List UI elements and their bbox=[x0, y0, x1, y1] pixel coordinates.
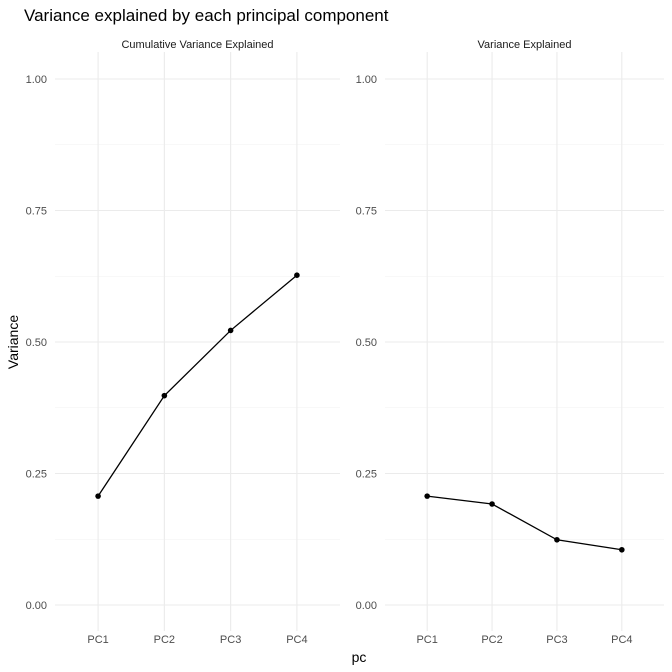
facet-panel-1: 0.00 0.25 0.50 0.75 1.00 PC1 PC2 PC3 PC4 Cumulati… bbox=[26, 39, 340, 646]
y-tick-label: 0.00 bbox=[26, 600, 47, 612]
x-tick-label: PC3 bbox=[220, 634, 241, 646]
series-line bbox=[97, 274, 298, 497]
x-tick-label: PC4 bbox=[611, 634, 632, 646]
data-point bbox=[489, 501, 495, 507]
facet-strip-label: Cumulative Variance Explained bbox=[121, 39, 273, 51]
y-tick-label: 0.25 bbox=[356, 469, 377, 481]
x-tick-label: PC1 bbox=[416, 634, 437, 646]
y-tick-label: 0.25 bbox=[26, 469, 47, 481]
x-axis-title: pc bbox=[352, 649, 367, 665]
y-tick-label: 0.00 bbox=[356, 600, 377, 612]
data-point bbox=[161, 392, 168, 399]
x-tick-label: PC4 bbox=[286, 634, 307, 646]
data-point bbox=[227, 327, 234, 334]
x-tick-label: PC2 bbox=[481, 634, 502, 646]
data-point bbox=[95, 493, 101, 499]
series-line bbox=[427, 495, 622, 551]
chart-title: Variance explained by each principal com… bbox=[24, 6, 389, 25]
y-tick-label: 0.50 bbox=[356, 337, 377, 349]
data-point bbox=[554, 536, 560, 543]
data-point bbox=[424, 493, 430, 499]
y-tick-label: 1.00 bbox=[26, 74, 47, 86]
y-axis-title: Variance bbox=[5, 315, 21, 369]
y-tick-label: 0.75 bbox=[26, 206, 47, 218]
y-tick-label: 0.50 bbox=[26, 337, 47, 349]
y-tick-label: 0.75 bbox=[356, 206, 377, 218]
facet-panel-2: 0.00 0.25 0.50 0.75 1.00 PC1 PC2 PC3 PC4 Variance… bbox=[356, 39, 664, 646]
y-tick-label: 1.00 bbox=[356, 74, 377, 86]
data-point bbox=[294, 272, 300, 278]
data-point bbox=[619, 546, 625, 553]
facet-strip-label: Variance Explained bbox=[478, 39, 572, 51]
x-tick-label: PC3 bbox=[546, 634, 567, 646]
facet-panels: 0.00 0.25 0.50 0.75 1.00 PC1 PC2 PC3 PC4 Cumulati… bbox=[26, 39, 664, 646]
x-tick-label: PC1 bbox=[87, 634, 108, 646]
x-tick-label: PC2 bbox=[154, 634, 175, 646]
